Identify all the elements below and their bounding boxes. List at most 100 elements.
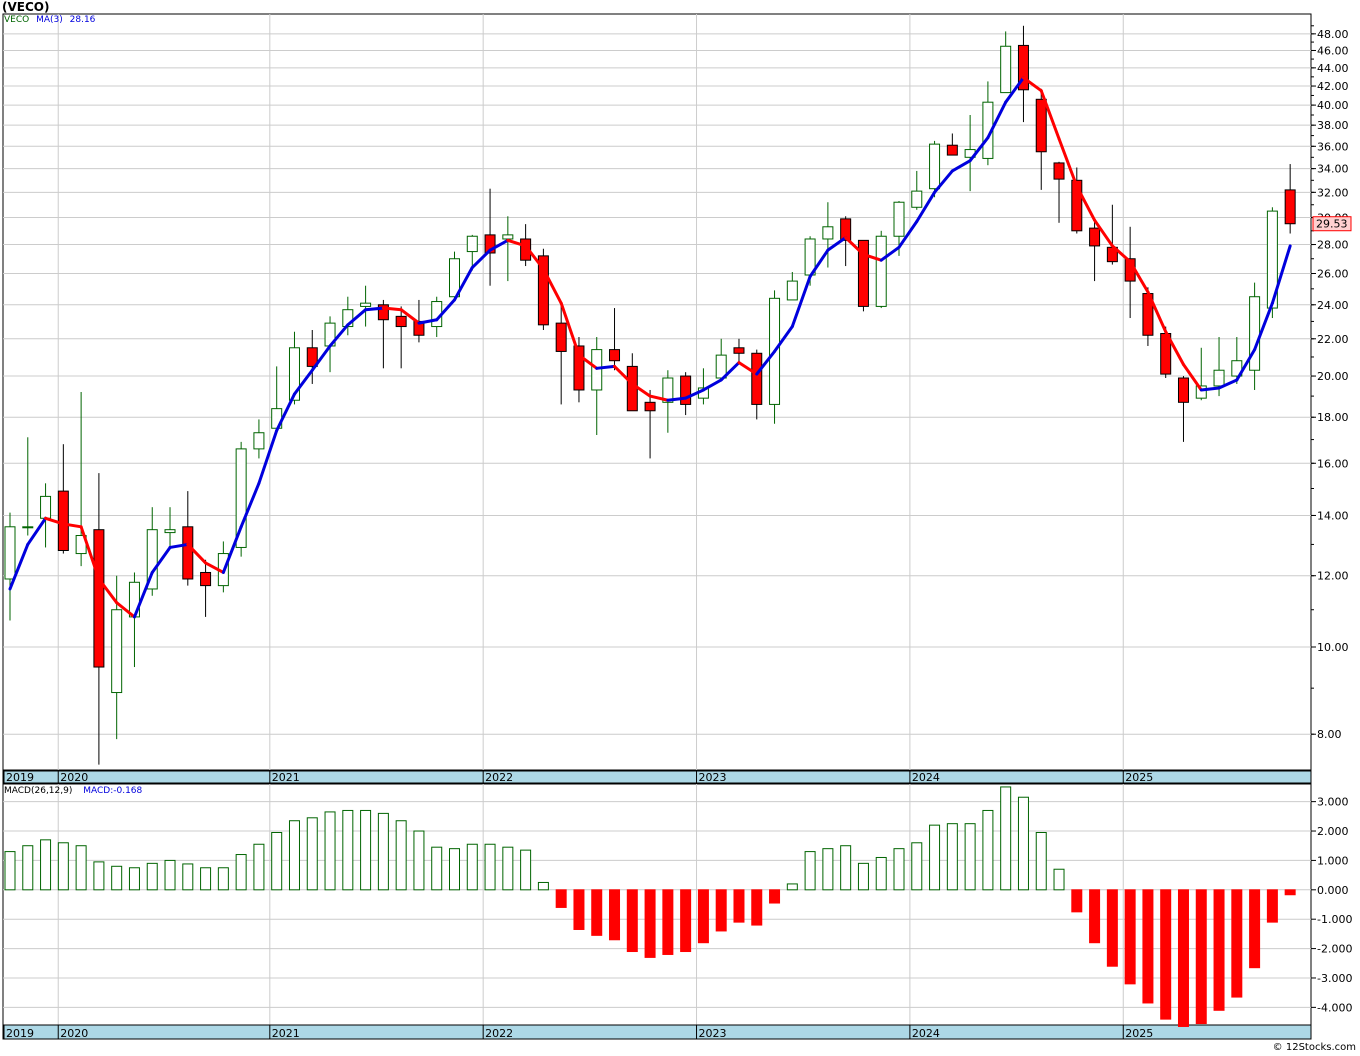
last-price-tag-box xyxy=(1312,216,1352,232)
ma3-segment xyxy=(26,516,48,546)
macd-bar-positive xyxy=(484,843,496,891)
ma3-segment xyxy=(844,236,865,256)
macd-bar-positive xyxy=(4,851,16,891)
price-tick-label: 34.00 xyxy=(1317,163,1349,176)
ma3-segment xyxy=(595,364,617,370)
candle-body-down xyxy=(733,347,745,354)
ma3-segment xyxy=(648,394,670,402)
candle-body-up xyxy=(360,302,372,307)
macd-bar-positive xyxy=(893,848,905,891)
ma3-segment xyxy=(1235,348,1257,382)
ma3-segment xyxy=(346,308,368,327)
candle xyxy=(857,239,869,312)
ma3-segment xyxy=(986,100,1008,140)
ma3-segment xyxy=(44,516,65,526)
macd-bar-positive xyxy=(929,824,941,891)
price-tick-label: 8.00 xyxy=(1317,728,1342,741)
ma3-segment xyxy=(933,169,954,194)
date-label: 2019 xyxy=(6,771,34,784)
macd-bar-negative xyxy=(1284,889,1296,896)
date-label: 2020 xyxy=(60,1027,88,1040)
macd-bar-negative xyxy=(1089,889,1101,944)
candle-body-down xyxy=(537,255,549,326)
price-tick-label: 24.00 xyxy=(1317,299,1349,312)
macd-bar-negative xyxy=(1124,889,1136,985)
candle xyxy=(182,491,194,586)
price-tick-label: 46.00 xyxy=(1317,44,1349,57)
candle-body-up xyxy=(253,432,265,450)
candle-body-down xyxy=(1089,227,1101,247)
ma3-segment xyxy=(1093,218,1114,248)
candle-body-up xyxy=(1266,210,1278,309)
macd-bar-negative xyxy=(769,889,781,904)
candle xyxy=(680,372,692,416)
ma3-segment xyxy=(79,525,101,581)
candle xyxy=(751,349,763,420)
ma3-segment xyxy=(613,364,634,386)
ma3-segment xyxy=(773,325,794,353)
macd-bar-negative xyxy=(1213,889,1225,1011)
candle-body-up xyxy=(893,201,905,237)
macd-bar-positive xyxy=(911,842,923,891)
ma3-segment xyxy=(168,542,190,549)
price-tick-label: 18.00 xyxy=(1317,411,1349,424)
ma3-segment xyxy=(630,382,652,398)
macd-bar-positive xyxy=(342,809,354,891)
macd-bar-positive xyxy=(40,839,52,891)
candle xyxy=(1284,164,1296,234)
candle xyxy=(822,202,834,268)
ma3-segment xyxy=(453,266,474,302)
macd-bar-negative xyxy=(1106,889,1118,967)
candle xyxy=(1089,218,1101,282)
macd-bar-negative xyxy=(662,889,674,955)
price-panel-frame xyxy=(2,13,1312,771)
ma3-segment xyxy=(97,577,119,605)
ma3-segment xyxy=(559,301,581,357)
candle xyxy=(1017,25,1029,123)
macd-bar-positive xyxy=(964,823,976,891)
price-tick-label: 40.00 xyxy=(1317,99,1349,112)
macd-bar-positive xyxy=(324,811,336,891)
macd-bar-negative xyxy=(573,889,585,930)
last-price-tag: 29.53 xyxy=(1316,218,1348,231)
candle-body-down xyxy=(306,347,318,367)
candle xyxy=(840,216,852,267)
candle-body-down xyxy=(609,349,621,362)
candle xyxy=(1071,167,1083,234)
ma3-segment xyxy=(524,244,545,271)
macd-bar-positive xyxy=(449,848,460,891)
price-tick-label: 38.00 xyxy=(1317,119,1349,132)
macd-bar-positive xyxy=(520,849,532,891)
ma3-segment xyxy=(150,545,172,574)
price-tick-label: 26.00 xyxy=(1317,267,1349,280)
macd-bar-positive xyxy=(840,845,852,891)
ma3-segment xyxy=(1057,137,1079,188)
macd-bar-positive xyxy=(1035,831,1047,891)
candle-body-up xyxy=(111,609,123,694)
ma3-segment xyxy=(204,561,225,574)
ma3-segment xyxy=(755,349,777,376)
macd-bar-positive xyxy=(217,867,229,891)
ma3-segment xyxy=(1253,301,1274,352)
macd-bar-positive xyxy=(502,846,514,891)
macd-bar-negative xyxy=(733,889,745,923)
ma3-segment xyxy=(1021,76,1043,93)
ma3-segment xyxy=(1164,330,1185,366)
ma3-segment xyxy=(1199,386,1221,392)
ma3-segment xyxy=(701,378,723,392)
ma3-segment xyxy=(506,238,528,248)
macd-bar-positive xyxy=(466,843,478,891)
macd-tick-label: 1.000 xyxy=(1317,854,1349,867)
ma3-segment xyxy=(221,525,243,574)
ma3-segment xyxy=(1110,244,1132,264)
price-tick-label: 12.00 xyxy=(1317,570,1349,583)
macd-bar-positive xyxy=(822,848,834,891)
macd-bar-positive xyxy=(271,831,283,891)
candle xyxy=(786,271,798,301)
macd-bar-negative xyxy=(644,889,656,958)
candle-body-up xyxy=(1213,369,1225,387)
macd-bar-positive xyxy=(57,842,69,891)
candle-body-up xyxy=(822,226,834,240)
candle xyxy=(466,234,478,271)
ma3-segment xyxy=(292,368,314,396)
